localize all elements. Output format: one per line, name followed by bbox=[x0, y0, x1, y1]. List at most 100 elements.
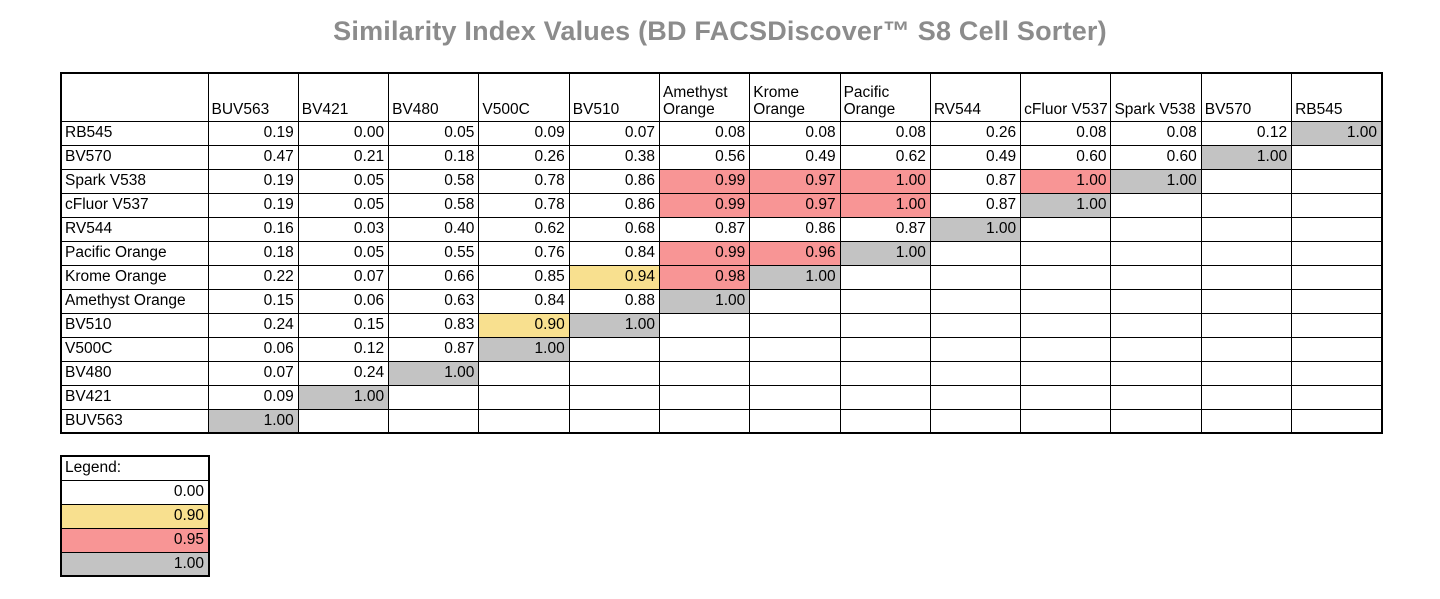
matrix-cell-empty bbox=[658, 336, 751, 362]
matrix-cell-empty bbox=[1200, 168, 1293, 194]
legend-title: Legend: bbox=[60, 455, 210, 481]
matrix-cell-empty bbox=[1020, 384, 1112, 410]
matrix-cell-empty bbox=[749, 312, 841, 338]
matrix-cell: 0.19 bbox=[207, 168, 299, 194]
matrix-cell: 0.86 bbox=[568, 168, 660, 194]
matrix-cell: 0.68 bbox=[568, 216, 660, 242]
matrix-cell: 0.03 bbox=[297, 216, 390, 242]
matrix-cell-empty bbox=[1020, 288, 1112, 314]
matrix-row: BV480 0.07 0.24 1.00 bbox=[60, 360, 1383, 386]
matrix-cell: 0.78 bbox=[478, 192, 570, 218]
column-header: RB545 bbox=[1291, 72, 1383, 122]
matrix-cell: 0.06 bbox=[207, 336, 299, 362]
matrix-row: Amethyst Orange 0.15 0.06 0.63 0.84 0.88 1.00 bbox=[60, 288, 1383, 314]
matrix-cell-empty bbox=[658, 384, 751, 410]
matrix-cell-empty bbox=[1110, 336, 1202, 362]
matrix-cell: 0.22 bbox=[207, 264, 299, 290]
legend-title-row: Legend: bbox=[60, 455, 210, 481]
matrix-cell-empty bbox=[839, 264, 931, 290]
matrix-cell: 0.85 bbox=[478, 264, 570, 290]
matrix-row: RV544 0.16 0.03 0.40 0.62 0.68 0.87 0.86 0.87 1.0… bbox=[60, 216, 1383, 242]
matrix-cell: 0.62 bbox=[839, 144, 931, 170]
matrix-cell-empty bbox=[1291, 408, 1383, 434]
matrix-cell: 0.62 bbox=[478, 216, 570, 242]
matrix-cell: 1.00 bbox=[658, 288, 751, 314]
matrix-cell: 0.86 bbox=[749, 216, 841, 242]
matrix-cell-empty bbox=[929, 384, 1022, 410]
matrix-cell-empty bbox=[1110, 240, 1202, 266]
legend-row: 0.95 bbox=[60, 527, 210, 553]
matrix-cell-empty bbox=[929, 264, 1022, 290]
row-header: BUV563 bbox=[60, 408, 209, 434]
matrix-cell: 0.63 bbox=[388, 288, 480, 314]
matrix-cell: 0.07 bbox=[297, 264, 390, 290]
corner-cell bbox=[60, 72, 209, 122]
row-header: RV544 bbox=[60, 216, 209, 242]
matrix-cell: 1.00 bbox=[1110, 168, 1202, 194]
matrix-cell-empty bbox=[1020, 264, 1112, 290]
matrix-cell-empty bbox=[568, 336, 660, 362]
matrix-cell: 0.09 bbox=[207, 384, 299, 410]
matrix-cell-empty bbox=[1020, 360, 1112, 386]
matrix-cell-empty bbox=[1110, 312, 1202, 338]
matrix-cell: 0.49 bbox=[929, 144, 1022, 170]
matrix-cell-empty bbox=[1110, 288, 1202, 314]
matrix-cell: 0.15 bbox=[297, 312, 390, 338]
matrix-cell-empty bbox=[749, 408, 841, 434]
matrix-cell-empty bbox=[839, 288, 931, 314]
row-header: Krome Orange bbox=[60, 264, 209, 290]
legend-swatch-cell: 0.90 bbox=[60, 503, 210, 529]
row-header: Pacific Orange bbox=[60, 240, 209, 266]
matrix-cell: 0.88 bbox=[568, 288, 660, 314]
matrix-row: BUV563 1.00 bbox=[60, 408, 1383, 434]
matrix-cell-empty bbox=[478, 408, 570, 434]
matrix-cell: 0.90 bbox=[478, 312, 570, 338]
matrix-cell-empty bbox=[1020, 216, 1112, 242]
matrix-cell-empty bbox=[839, 336, 931, 362]
matrix-cell-empty bbox=[658, 312, 751, 338]
matrix-cell: 0.60 bbox=[1110, 144, 1202, 170]
legend-row: 0.90 bbox=[60, 503, 210, 529]
matrix-row: Spark V538 0.19 0.05 0.58 0.78 0.86 0.99 0.97 1.… bbox=[60, 168, 1383, 194]
row-header: V500C bbox=[60, 336, 209, 362]
matrix-cell: 0.97 bbox=[749, 168, 841, 194]
matrix-row: V500C 0.06 0.12 0.87 1.00 bbox=[60, 336, 1383, 362]
row-header: cFluor V537 bbox=[60, 192, 209, 218]
matrix-cell: 0.08 bbox=[658, 120, 751, 146]
matrix-cell-empty bbox=[1200, 336, 1293, 362]
matrix-cell: 0.08 bbox=[1110, 120, 1202, 146]
matrix-cell-empty bbox=[749, 384, 841, 410]
matrix-cell: 0.05 bbox=[297, 240, 390, 266]
matrix-cell-empty bbox=[1110, 408, 1202, 434]
matrix-cell-empty bbox=[568, 384, 660, 410]
matrix-cell: 0.56 bbox=[658, 144, 751, 170]
matrix-cell-empty bbox=[929, 288, 1022, 314]
matrix-cell-empty bbox=[1200, 408, 1293, 434]
column-header: BUV563 bbox=[207, 72, 299, 122]
matrix-cell: 0.07 bbox=[568, 120, 660, 146]
matrix-cell: 0.19 bbox=[207, 120, 299, 146]
matrix-header-row: BUV563 BV421 BV480 V500C BV510 Amethyst Orang… bbox=[60, 72, 1383, 122]
matrix-cell-empty bbox=[1020, 312, 1112, 338]
column-header: Pacific Orange bbox=[839, 72, 931, 122]
matrix-cell: 0.05 bbox=[297, 192, 390, 218]
matrix-cell: 0.78 bbox=[478, 168, 570, 194]
matrix-cell-empty bbox=[929, 240, 1022, 266]
row-header: Spark V538 bbox=[60, 168, 209, 194]
matrix-cell: 0.47 bbox=[207, 144, 299, 170]
matrix-cell-empty bbox=[478, 384, 570, 410]
column-header: BV570 bbox=[1200, 72, 1293, 122]
matrix-cell-empty bbox=[297, 408, 390, 434]
matrix-cell-empty bbox=[1020, 408, 1112, 434]
matrix-cell-empty bbox=[839, 312, 931, 338]
matrix-cell: 1.00 bbox=[388, 360, 480, 386]
matrix-cell-empty bbox=[839, 384, 931, 410]
matrix-cell-empty bbox=[1110, 264, 1202, 290]
matrix-cell: 0.24 bbox=[297, 360, 390, 386]
row-header: RB545 bbox=[60, 120, 209, 146]
row-header: BV480 bbox=[60, 360, 209, 386]
matrix-row: RB545 0.19 0.00 0.05 0.09 0.07 0.08 0.08 0.08 0.2… bbox=[60, 120, 1383, 146]
matrix-cell: 1.00 bbox=[297, 384, 390, 410]
matrix-cell: 0.83 bbox=[388, 312, 480, 338]
matrix-cell: 0.07 bbox=[207, 360, 299, 386]
